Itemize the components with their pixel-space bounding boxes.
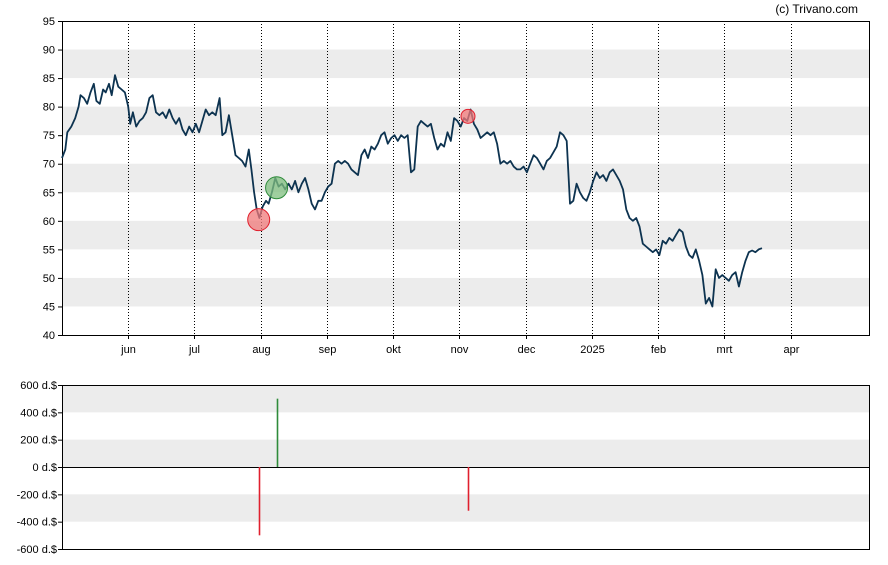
price-band <box>62 277 870 307</box>
price-line <box>61 74 763 308</box>
volume-band <box>62 385 870 413</box>
price-y-tick-label: 85 <box>43 73 55 85</box>
month-tick-label: sep <box>319 344 337 356</box>
volume-y-tick-label: 0 d.$ <box>33 462 57 474</box>
price-panel-bands <box>62 49 870 307</box>
month-tick-label: aug <box>252 344 270 356</box>
volume-y-tick-label: 600 d.$ <box>20 380 57 392</box>
volume-bars <box>258 398 470 536</box>
price-y-tick-label: 60 <box>43 216 55 228</box>
month-tick-label: 2025 <box>580 344 604 356</box>
credit-text: (c) Trivano.com <box>775 2 858 16</box>
price-y-tick-label: 95 <box>43 16 55 28</box>
volume-y-tick-label: 400 d.$ <box>20 407 57 419</box>
month-tick-label: apr <box>784 344 800 356</box>
volume-panel-bands <box>62 385 870 522</box>
price-band <box>62 220 870 250</box>
price-y-tick-label: 80 <box>43 102 55 114</box>
price-y-tick-label: 90 <box>43 45 55 57</box>
volume-y-tick-label: -600 d.$ <box>17 544 57 556</box>
price-band <box>62 49 870 79</box>
price-panel-month-gridlines <box>128 21 792 335</box>
price-y-tick-label: 45 <box>43 301 55 313</box>
month-tick-label: dec <box>518 344 536 356</box>
month-tick-label: nov <box>451 344 469 356</box>
month-tick-label: jul <box>188 344 200 356</box>
buy-marker <box>265 176 289 200</box>
volume-y-axis: 600 d.$ 400 d.$ 200 d.$ 0 d.$ -200 d.$ -400 d… <box>17 380 62 556</box>
price-y-axis: 40 45 50 55 60 65 70 75 80 85 90 95 <box>43 16 62 342</box>
sell-marker <box>460 108 476 124</box>
price-y-tick-label: 55 <box>43 244 55 256</box>
price-band <box>62 163 870 193</box>
month-tick-label: feb <box>651 344 666 356</box>
month-tick-label: mrt <box>717 344 733 356</box>
price-y-tick-label: 65 <box>43 187 55 199</box>
price-y-tick-label: 70 <box>43 159 55 171</box>
volume-y-tick-label: -400 d.$ <box>17 517 57 529</box>
month-tick-label: jun <box>120 344 136 356</box>
volume-band <box>62 439 870 467</box>
volume-y-tick-label: -200 d.$ <box>17 489 57 501</box>
trade-markers <box>247 108 476 232</box>
month-axis: jun jul aug sep okt nov dec 2025 feb mrt apr <box>120 335 800 356</box>
volume-band <box>62 494 870 522</box>
volume-y-tick-label: 200 d.$ <box>20 435 57 447</box>
price-y-tick-label: 50 <box>43 273 55 285</box>
price-y-tick-label: 75 <box>43 130 55 142</box>
price-panel-frame <box>62 21 870 336</box>
month-tick-label: okt <box>386 344 401 356</box>
sell-marker <box>247 208 271 232</box>
price-y-tick-label: 40 <box>43 330 55 342</box>
